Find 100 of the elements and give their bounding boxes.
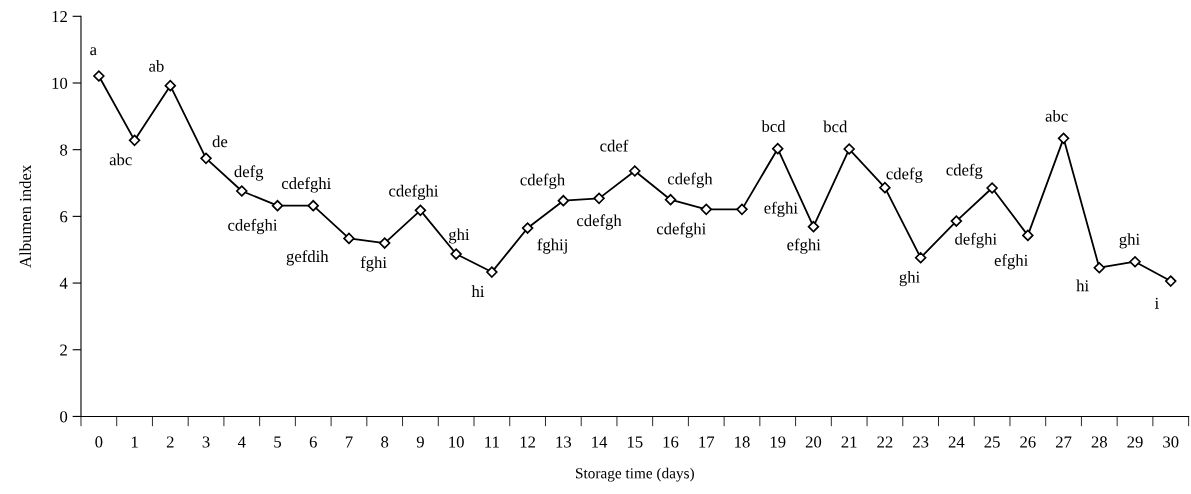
y-tick-label: 2 — [60, 344, 67, 356]
point — [629, 165, 641, 177]
y-axis-title: Albumen index — [19, 164, 32, 268]
point — [378, 237, 391, 249]
y-tick-label: 12 — [52, 11, 67, 23]
x-tick-label: 30 — [1163, 436, 1179, 448]
point — [593, 192, 605, 205]
point — [128, 134, 141, 147]
point — [1129, 255, 1141, 268]
point — [93, 70, 105, 82]
y-tick-label: 10 — [52, 77, 68, 89]
point — [1057, 132, 1070, 145]
annotation: bcd — [761, 120, 786, 133]
point — [200, 152, 212, 165]
annotation: cdefghi — [281, 177, 331, 193]
annotation: cdefgh — [667, 172, 713, 188]
point — [271, 199, 284, 212]
x-tick-label: 20 — [805, 436, 822, 448]
x-tick-label: 24 — [948, 436, 965, 448]
annotation: efghi — [764, 201, 798, 218]
annotation: defg — [234, 165, 264, 181]
point — [986, 182, 998, 194]
x-tick-label: 10 — [449, 436, 464, 448]
annotation: ghi — [899, 270, 920, 287]
x-tick-label: 27 — [1055, 436, 1072, 448]
annotation: cdefghi — [389, 184, 439, 200]
x-tick-label: 16 — [663, 436, 679, 448]
point — [414, 204, 427, 217]
annotation: fghi — [360, 256, 387, 272]
y-tick-label: 6 — [60, 211, 68, 223]
point — [164, 79, 177, 92]
point — [1093, 261, 1106, 274]
x-tick-label: 26 — [1020, 436, 1036, 448]
point — [664, 193, 677, 206]
annotation: efghi — [787, 238, 821, 254]
point — [736, 203, 748, 216]
annotation: defghi — [955, 232, 997, 249]
x-tick-label: 29 — [1127, 436, 1143, 448]
x-tick-label: 15 — [627, 436, 643, 448]
x-tick-label: 11 — [485, 436, 499, 448]
x-tick-label: 8 — [381, 436, 389, 448]
annotation: cdefghi — [228, 218, 278, 235]
x-tick-label: 5 — [274, 436, 282, 448]
point — [879, 181, 891, 194]
annotation: hi — [1076, 279, 1089, 292]
annotation: cdefgh — [520, 173, 565, 189]
x-tick-label: 9 — [416, 436, 424, 448]
x-tick-label: 25 — [984, 436, 1000, 448]
annotation: bcd — [823, 120, 848, 133]
x-axis-title: Storage time (days) — [576, 467, 694, 482]
annotation: i — [1154, 297, 1159, 309]
annotation: fghij — [537, 238, 567, 254]
x-tick-label: 13 — [556, 436, 572, 448]
annotation: cdefg — [946, 163, 983, 180]
annotation: ghi — [1119, 233, 1140, 249]
annotation: de — [212, 135, 228, 148]
x-tick-label: 28 — [1091, 436, 1107, 448]
x-tick-label: 18 — [735, 436, 750, 448]
point — [914, 251, 927, 264]
y-tick-label: 4 — [59, 277, 68, 289]
x-tick-label: 21 — [841, 436, 857, 448]
point — [1022, 229, 1034, 242]
annotation: hi — [471, 285, 485, 297]
x-tick-label: 7 — [345, 436, 353, 448]
annotation: cdefg — [886, 167, 923, 183]
x-tick-label: 4 — [237, 436, 246, 448]
point — [343, 232, 355, 245]
point — [521, 222, 534, 234]
point — [236, 185, 248, 197]
x-tick-label: 6 — [309, 436, 317, 448]
x-tick-label: 12 — [520, 436, 536, 448]
annotation: abc — [1045, 109, 1068, 122]
x-tick-label: 1 — [131, 436, 138, 448]
x-tick-label: 23 — [913, 436, 929, 448]
annotation: cdefgh — [577, 214, 622, 230]
point — [807, 220, 820, 233]
point — [486, 266, 498, 278]
x-tick-label: 17 — [699, 436, 715, 448]
annotation: cdef — [600, 139, 629, 152]
annotation: efghi — [994, 254, 1028, 270]
x-tick-label: 2 — [166, 436, 174, 448]
point — [450, 248, 462, 260]
x-tick-label: 14 — [592, 436, 608, 448]
annotation: ghi — [449, 228, 470, 244]
annotation: cdefghi — [656, 222, 706, 238]
point — [950, 215, 963, 227]
annotation: a — [90, 47, 97, 56]
y-tick-label: 0 — [60, 411, 68, 423]
point — [771, 142, 784, 155]
x-tick-label: 22 — [877, 436, 893, 448]
y-tick-label: 8 — [60, 144, 68, 156]
point — [700, 203, 713, 216]
annotation: abc — [109, 153, 132, 166]
x-tick-label: 3 — [202, 436, 210, 448]
annotation: gefdih — [286, 250, 329, 266]
point — [307, 199, 319, 212]
point — [1165, 275, 1177, 287]
x-tick-label: 19 — [770, 436, 786, 448]
x-tick-label: 0 — [95, 436, 103, 448]
point — [557, 194, 570, 207]
